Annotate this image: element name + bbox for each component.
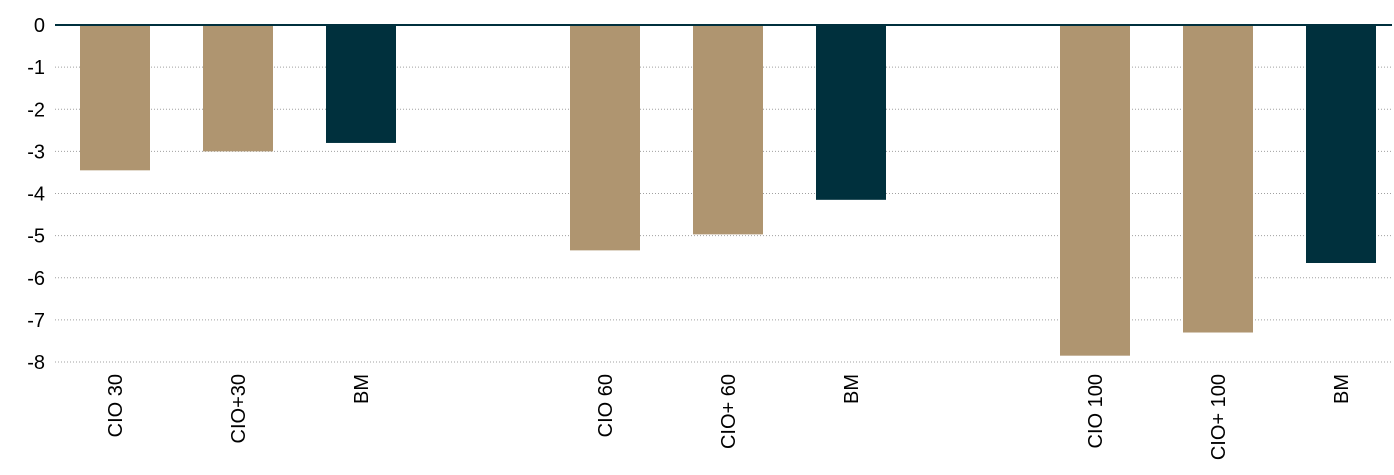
category-label: CIO+ 60: [718, 374, 740, 449]
y-tick-label: -3: [27, 141, 45, 163]
y-tick-label: -2: [27, 99, 45, 121]
bar: [1183, 25, 1253, 333]
bar: [1306, 25, 1376, 264]
category-label: CIO+30: [228, 374, 250, 443]
bar: [693, 25, 763, 235]
y-tick-label: -8: [27, 352, 45, 374]
category-label: CIO+ 100: [1208, 374, 1230, 460]
bar: [80, 25, 150, 171]
category-label: CIO 30: [105, 374, 127, 437]
y-tick-label: -7: [27, 310, 45, 332]
y-axis: 0 -1 -2 -3 -4 -5 -6 -7 -8: [27, 15, 1392, 374]
bar: [816, 25, 886, 200]
y-tick-label: -4: [27, 184, 45, 206]
gridlines: [55, 66, 1392, 363]
bars: [80, 25, 1376, 356]
y-tick-label: -5: [27, 226, 45, 248]
bar: [203, 25, 273, 152]
category-label: CIO 100: [1085, 374, 1107, 448]
bar: [1060, 25, 1130, 356]
y-tick-label: -1: [27, 57, 45, 79]
category-labels: CIO 30 CIO+30 BM CIO 60 CIO+ 60 BM CIO 100 CIO+…: [105, 374, 1353, 460]
y-tick-label: -6: [27, 268, 45, 290]
bar: [326, 25, 396, 143]
category-label: BM: [841, 374, 863, 404]
category-label: CIO 60: [595, 374, 617, 437]
bar: [570, 25, 640, 251]
y-tick-label: 0: [34, 15, 45, 37]
category-label: BM: [1331, 374, 1353, 404]
category-label: BM: [351, 374, 373, 404]
